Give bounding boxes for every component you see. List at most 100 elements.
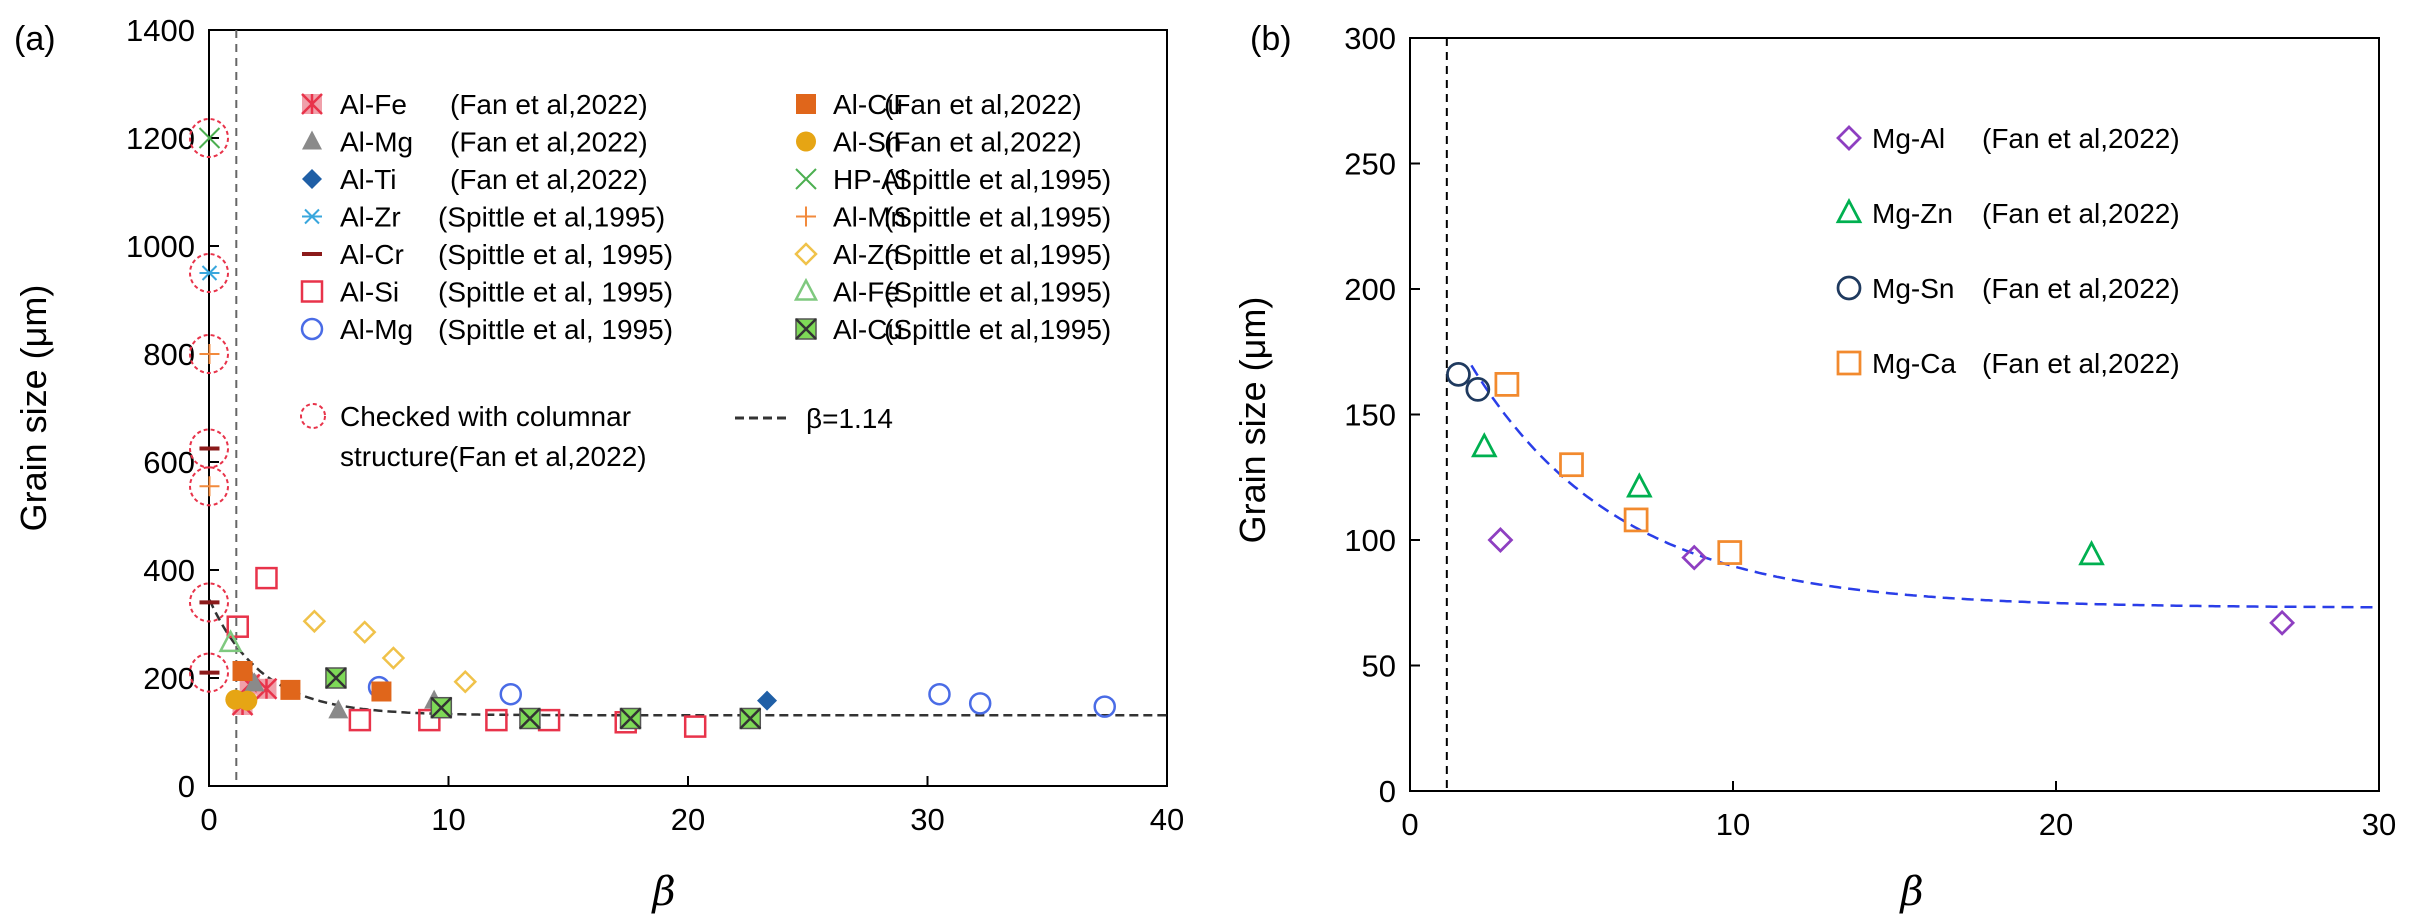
y-tick-label: 800 [143,337,195,372]
legend-item-al-sn: Al-Sn(Fan et al,2022) [796,127,1082,158]
x-tick-label: 20 [2039,807,2073,842]
fit-curve [1470,364,2379,609]
legend-item-al-mg: Al-Mg (Fan et al,2022) [302,127,648,158]
point-al-si [418,708,441,732]
point-al-cu [232,660,253,681]
legend-label: Mg-Zn [1872,198,1953,229]
point-al-cu [519,707,541,730]
y-tick-label: 0 [178,769,195,804]
x-tick-label: 30 [910,802,944,837]
legend-marker-al-si [300,280,324,303]
legend-label: Mg-Al [1872,123,1945,154]
point-al-zn [352,620,377,644]
legend-item-al-fe: Al-Fe (Fan et al,2022) [301,89,648,120]
legend-item-mg-zn: Mg-Zn (Fan et al,2022) [1835,197,2180,229]
legend-marker-mg-sn [1836,275,1862,301]
point-mg-al [2269,609,2296,636]
panel-b-x-ticks: 0 10 20 30 [1401,781,2396,842]
point-al-cu [371,681,392,702]
y-tick-label: 1400 [126,13,195,48]
panel-a-y-axis-label: Grain size (μm) [13,285,54,532]
legend-label: HP-Al [833,164,906,195]
legend-reference: (Fan et al,2022) [1982,348,2180,379]
legend-marker-al-sn [796,131,816,152]
legend-item-mg-al: Mg-Al (Fan et al,2022) [1836,123,2180,154]
legend-reference: (Spittle et al,1995) [884,314,1111,345]
x-tick-label: 0 [1401,807,1418,842]
legend-label: structure(Fan et al,2022) [340,441,647,472]
legend-label: Al-Cu [833,89,903,120]
legend-item-hp-al: HP-Al(Spittle et al,1995) [795,164,1111,195]
point-al-si [348,708,372,732]
legend-label: Al-Zr [340,202,401,233]
point-al-si [683,715,707,738]
panel-a-x-axis-label: β [650,869,675,915]
legend-marker-al-mg [300,317,324,341]
legend-reference: (Spittle et al,1995) [884,164,1111,195]
legend-item-al-fe: Al-Fe(Spittle et al,1995) [793,277,1111,308]
point-mg-ca [1559,452,1584,478]
y-tick-label: 1000 [126,229,195,264]
legend-reference: (Fan et al,2022) [450,164,648,195]
legend-item-al-mn: Al-Mn(Spittle et al,1995) [796,202,1111,233]
legend-label: Al-Si [340,277,399,308]
panel-a-checked-circles [189,118,229,693]
legend-marker-mg-al [1836,125,1862,151]
legend-label: Mg-Ca [1872,348,1956,379]
legend-label: Al-Mg [340,314,413,345]
x-tick-label: 10 [1716,807,1750,842]
y-tick-label: 150 [1344,398,1396,433]
point-al-fe [255,677,278,700]
point-mg-sn [1465,377,1491,402]
legend-item-al-cu: Al-Cu(Fan et al,2022) [796,89,1082,120]
legend-marker-al-zn [794,242,818,266]
checked-columnar-circle [189,466,229,507]
point-al-si [226,615,249,638]
point-al-cu [619,707,642,730]
legend-reference: (Fan et al,2022) [884,89,1082,120]
legend-item-al-cu: Al-Cu(Spittle et al,1995) [795,314,1111,345]
legend-item-al-zr: Al-Zr (Spittle et al,1995) [302,202,665,233]
x-tick-label: 20 [671,802,705,837]
panel-a-y-ticks: 0 200 400 600 800 1000 1200 1400 [126,13,219,804]
legend-item-checked: Checked with columnar structure(Fan et al… [300,401,647,472]
panel-b-label: (b) [1250,20,1292,58]
point-mg-ca [1494,372,1520,397]
legend-reference: (Fan et al,2022) [1982,123,2180,154]
legend-reference: (Spittle et al,1995) [884,202,1111,233]
legend-item-al-ti: Al-Ti (Fan et al,2022) [302,164,648,195]
y-tick-label: 0 [1379,774,1396,809]
point-al-mg [499,682,523,706]
fit-curve [208,599,1167,717]
checked-columnar-circle [189,428,229,469]
legend-reference: (Spittle et al,1995) [884,239,1111,270]
legend-item-al-si: Al-Si (Spittle et al, 1995) [300,277,673,308]
legend-marker-hp-al [795,168,817,190]
legend-marker-mg-ca [1836,350,1862,376]
point-mg-ca [1623,507,1649,533]
point-al-cu [430,696,453,719]
legend-marker-al-fe [793,277,819,301]
point-al-mg [968,692,992,715]
point-al-cu [739,707,762,730]
legend-label: Al-Cr [340,239,404,270]
y-tick-label: 300 [1344,21,1396,56]
panel-a-legend: Al-Fe (Fan et al,2022) Al-Mg (Fan et al,202… [300,89,1111,472]
point-al-zr [199,265,220,281]
checked-columnar-circle [189,334,229,374]
point-al-mn [199,344,220,364]
point-mg-al [1681,544,1708,571]
legend-checked-circle-icon [300,403,326,429]
checked-columnar-circle [189,118,229,158]
panel-b-legend: Mg-Al (Fan et al,2022) Mg-Zn (Fan et al,202… [1835,123,2180,379]
point-al-ti [757,690,778,711]
point-al-zn [381,646,406,670]
legend-item-al-cr: Al-Cr (Spittle et al, 1995) [302,239,673,270]
legend-reference: (Fan et al,2022) [450,127,648,158]
panel-a-lines [208,30,1167,786]
y-tick-label: 200 [143,661,195,696]
legend-label: Al-Mg [340,127,413,158]
legend-reference: (Spittle et al, 1995) [438,277,673,308]
